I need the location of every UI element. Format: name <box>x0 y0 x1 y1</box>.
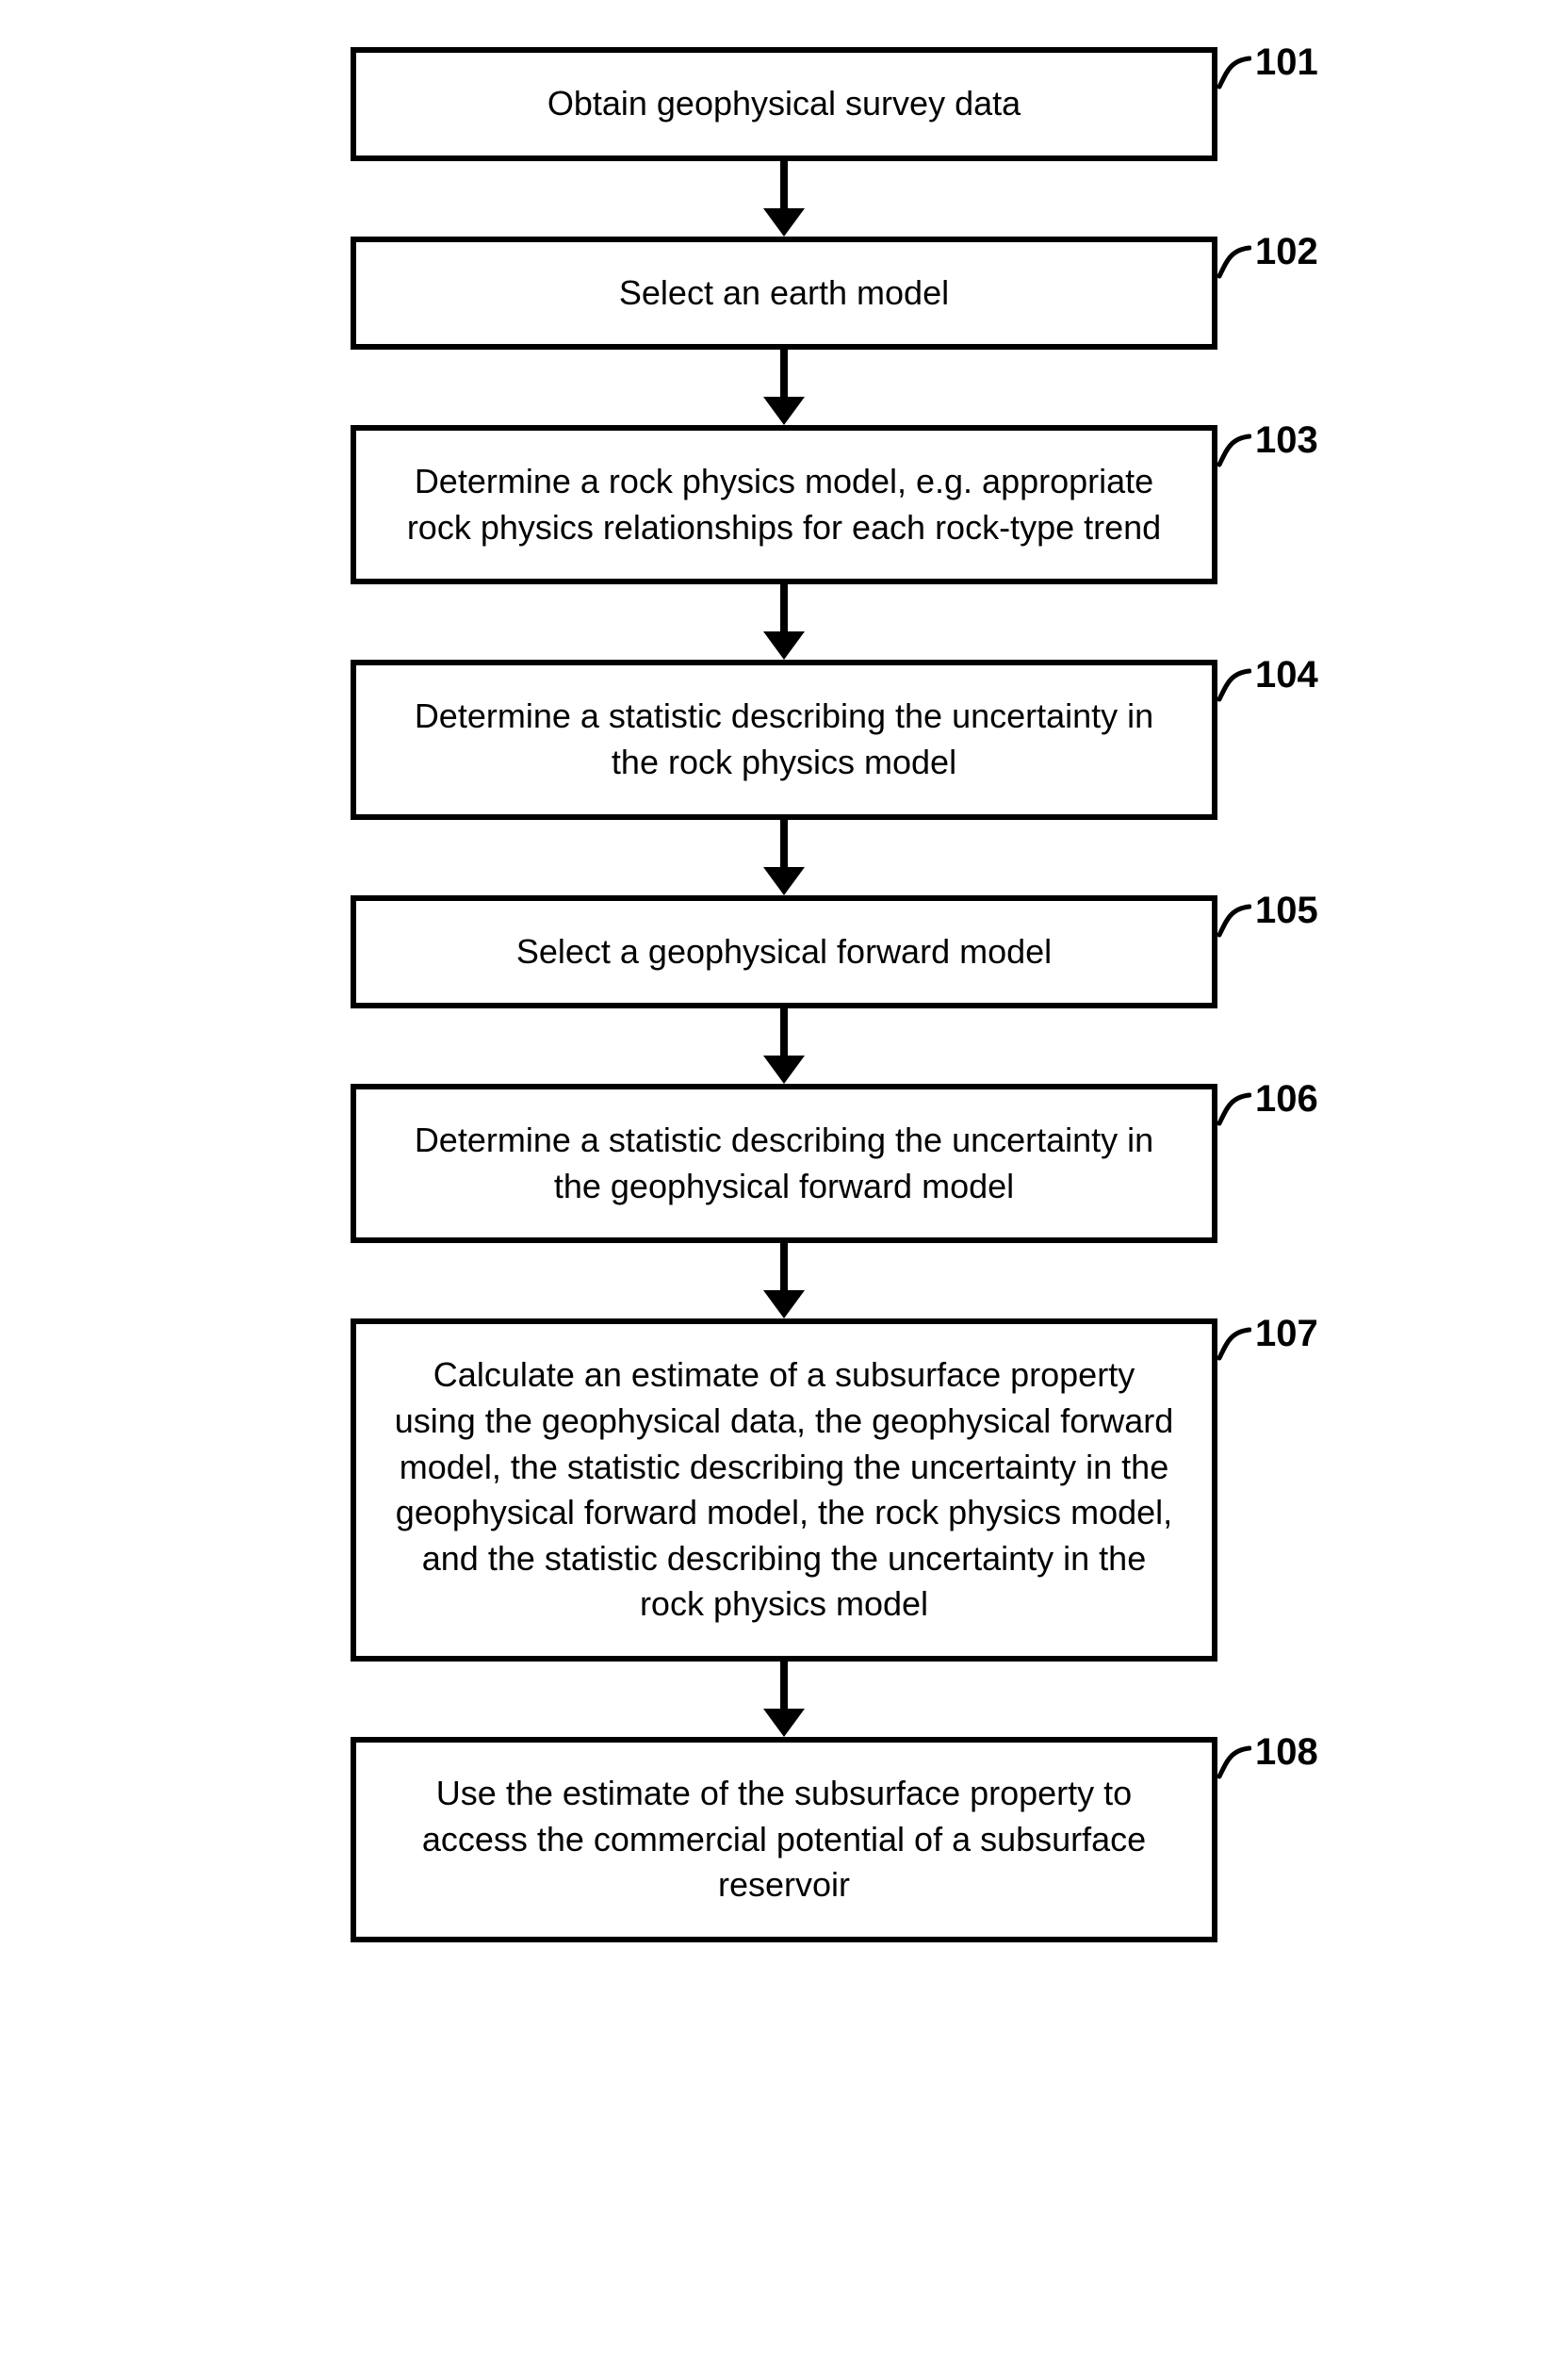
flow-step: Obtain geophysical survey data101 <box>266 47 1302 161</box>
reference-number: 102 <box>1255 231 1318 273</box>
flow-arrow <box>763 820 805 895</box>
reference-callout: 107 <box>1217 1318 1318 1364</box>
arrow-line <box>780 1008 788 1057</box>
reference-number: 104 <box>1255 654 1318 696</box>
flow-box: Obtain geophysical survey data <box>351 47 1217 161</box>
arrow-line <box>780 1662 788 1711</box>
callout-hook-icon <box>1217 433 1251 470</box>
flow-arrow <box>763 1008 805 1084</box>
reference-number: 101 <box>1255 41 1318 84</box>
flow-arrow <box>763 161 805 237</box>
reference-number: 108 <box>1255 1731 1318 1774</box>
arrow-head-icon <box>763 1709 805 1737</box>
arrow-line <box>780 1243 788 1292</box>
flow-box: Determine a rock physics model, e.g. app… <box>351 425 1217 584</box>
callout-hook-icon <box>1217 1744 1251 1782</box>
callout-hook-icon <box>1217 903 1251 941</box>
flow-step: Determine a statistic describing the unc… <box>266 1084 1302 1243</box>
reference-number: 107 <box>1255 1313 1318 1355</box>
reference-callout: 105 <box>1217 895 1318 941</box>
flow-arrow <box>763 584 805 660</box>
flow-arrow <box>763 1662 805 1737</box>
flowchart-container: Obtain geophysical survey data101 Select … <box>266 47 1302 1942</box>
flow-box: Select a geophysical forward model <box>351 895 1217 1009</box>
arrow-head-icon <box>763 1056 805 1084</box>
arrow-head-icon <box>763 867 805 895</box>
callout-hook-icon <box>1217 55 1251 92</box>
reference-callout: 103 <box>1217 425 1318 470</box>
reference-callout: 104 <box>1217 660 1318 705</box>
callout-hook-icon <box>1217 1091 1251 1129</box>
arrow-head-icon <box>763 397 805 425</box>
reference-number: 103 <box>1255 419 1318 462</box>
flow-step: Select an earth model102 <box>266 237 1302 351</box>
flow-box: Use the estimate of the subsurface prope… <box>351 1737 1217 1942</box>
callout-hook-icon <box>1217 667 1251 705</box>
flow-step: Use the estimate of the subsurface prope… <box>266 1737 1302 1942</box>
arrow-line <box>780 350 788 399</box>
callout-hook-icon <box>1217 244 1251 282</box>
flow-step: Determine a rock physics model, e.g. app… <box>266 425 1302 584</box>
arrow-head-icon <box>763 1290 805 1318</box>
reference-callout: 101 <box>1217 47 1318 92</box>
arrow-line <box>780 820 788 869</box>
flow-box: Select an earth model <box>351 237 1217 351</box>
flow-box: Calculate an estimate of a subsurface pr… <box>351 1318 1217 1662</box>
arrow-head-icon <box>763 631 805 660</box>
callout-hook-icon <box>1217 1326 1251 1364</box>
flow-box: Determine a statistic describing the unc… <box>351 660 1217 819</box>
arrow-line <box>780 584 788 633</box>
reference-callout: 106 <box>1217 1084 1318 1129</box>
flow-arrow <box>763 350 805 425</box>
flow-step: Select a geophysical forward model105 <box>266 895 1302 1009</box>
reference-number: 106 <box>1255 1078 1318 1121</box>
reference-callout: 102 <box>1217 237 1318 282</box>
reference-callout: 108 <box>1217 1737 1318 1782</box>
flow-arrow <box>763 1243 805 1318</box>
flow-box: Determine a statistic describing the unc… <box>351 1084 1217 1243</box>
arrow-line <box>780 161 788 210</box>
flow-step: Determine a statistic describing the unc… <box>266 660 1302 819</box>
flow-step: Calculate an estimate of a subsurface pr… <box>266 1318 1302 1662</box>
arrow-head-icon <box>763 208 805 237</box>
reference-number: 105 <box>1255 890 1318 932</box>
